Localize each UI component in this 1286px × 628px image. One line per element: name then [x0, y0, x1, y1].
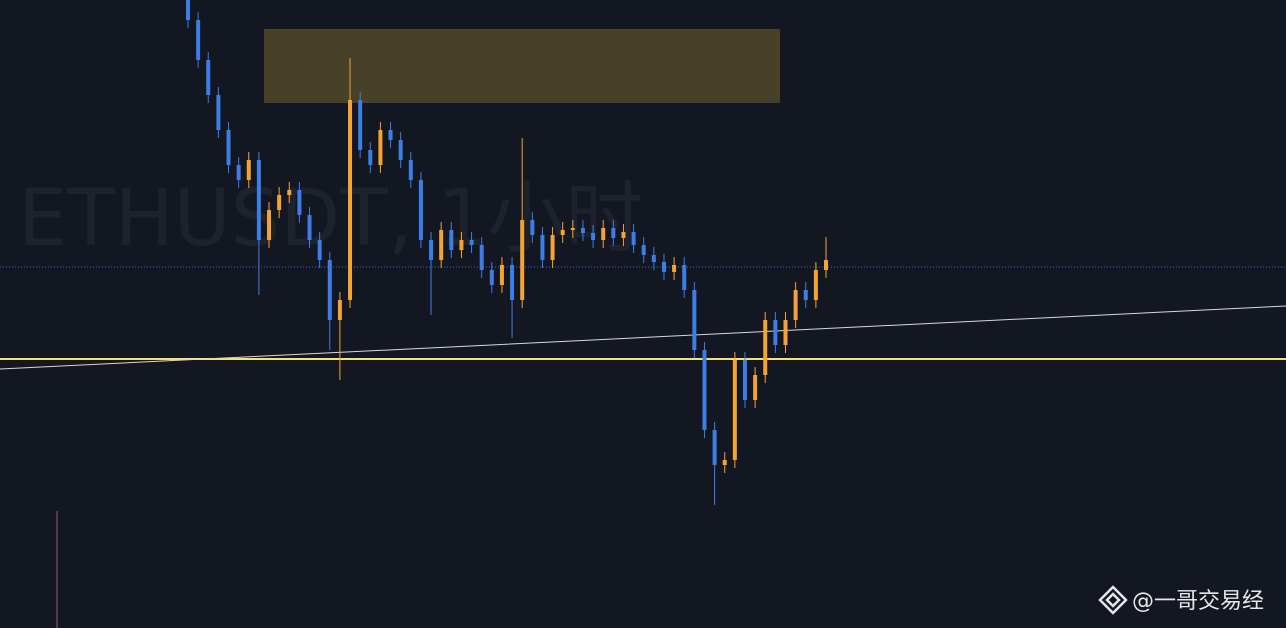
candles [186, 0, 828, 505]
candle-body [479, 245, 484, 270]
candle-body [783, 320, 788, 345]
candle-body [287, 190, 292, 195]
watermark: ETHUSDT, 1小时 [18, 174, 643, 264]
candle-body [763, 320, 768, 375]
candle-body [692, 290, 697, 350]
candle-body [327, 260, 332, 320]
candle-body [631, 232, 636, 245]
candle-body [601, 228, 606, 240]
candle-body [449, 230, 454, 250]
candle-body [196, 20, 201, 60]
candle-body [378, 130, 383, 165]
candle-body [722, 460, 727, 465]
candle-body [307, 215, 312, 240]
candle-body [742, 360, 747, 400]
candle-body [560, 230, 565, 235]
candle-body [550, 235, 555, 260]
candle-body [337, 300, 342, 320]
candle-body [499, 265, 504, 285]
candle-body [459, 240, 464, 250]
candle-body [702, 350, 707, 430]
candle-body [358, 100, 363, 150]
candle-body [388, 130, 393, 140]
candle-body [611, 228, 616, 238]
candle-body [732, 360, 737, 460]
candle-body [651, 255, 656, 262]
candle-body [682, 265, 687, 290]
candle-body [661, 262, 666, 272]
candle-body [469, 240, 474, 245]
candle-body [520, 220, 525, 300]
candle-body [793, 290, 798, 320]
candle-body [246, 160, 251, 180]
candle-body [226, 130, 231, 165]
candle-body [621, 232, 626, 238]
candle-body [418, 180, 423, 240]
trend-line [0, 305, 1286, 370]
candle-body [540, 235, 545, 260]
candle-body [773, 320, 778, 345]
candle-body [672, 265, 677, 272]
candle-body [439, 230, 444, 260]
candle-body [186, 0, 190, 20]
candle-body [317, 240, 322, 260]
candle-body [267, 210, 272, 240]
candle-body [591, 233, 596, 240]
candle-body [510, 265, 515, 300]
candle-body [398, 140, 403, 160]
credit: @一哥交易经 [1132, 589, 1264, 614]
candle-body [206, 60, 211, 95]
candle-body [813, 270, 818, 300]
candle-body [348, 100, 353, 300]
candle-body [641, 245, 646, 255]
logo [1098, 585, 1128, 615]
candle-body [277, 195, 282, 210]
candle-body [712, 430, 717, 465]
candle-body [236, 165, 241, 180]
candle-body [530, 220, 535, 235]
candle-body [824, 260, 828, 270]
candle-body [368, 150, 373, 165]
zone-box [264, 29, 780, 103]
candle-body [256, 160, 261, 240]
candle-body [408, 160, 413, 180]
candle-body [489, 270, 494, 285]
candle-body [753, 375, 758, 400]
candle-body [429, 240, 434, 260]
candle-body [580, 228, 585, 233]
candle-body [803, 290, 808, 300]
candle-body [570, 228, 575, 230]
candle-body [216, 95, 221, 130]
candle-body [297, 190, 302, 215]
